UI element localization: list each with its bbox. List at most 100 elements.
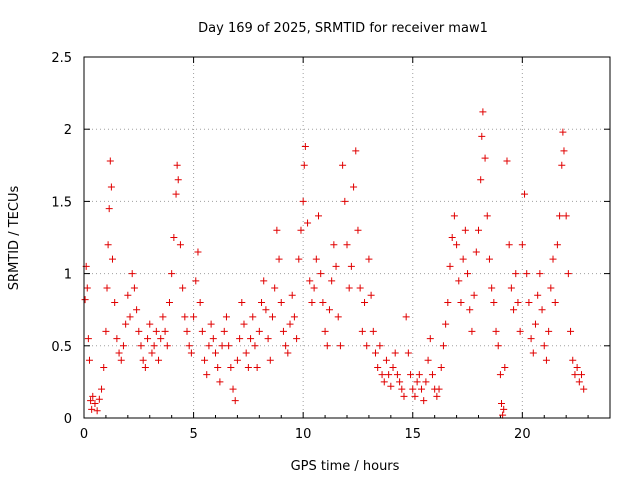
data-point xyxy=(387,382,395,390)
data-point xyxy=(409,385,417,393)
data-point xyxy=(569,356,577,364)
data-point xyxy=(323,342,331,350)
data-point xyxy=(343,241,351,249)
data-point xyxy=(564,270,572,278)
data-point xyxy=(87,397,95,405)
data-point xyxy=(411,392,419,400)
data-point xyxy=(571,371,579,379)
data-point xyxy=(173,161,181,169)
data-point xyxy=(157,335,165,343)
data-point xyxy=(262,306,270,314)
data-point xyxy=(247,335,255,343)
data-point xyxy=(413,378,421,386)
data-point xyxy=(260,277,268,285)
data-point xyxy=(275,255,283,263)
data-point xyxy=(380,378,388,386)
y-tick-label: 0.5 xyxy=(51,340,72,355)
data-point xyxy=(510,306,518,314)
data-point xyxy=(534,291,542,299)
data-point xyxy=(501,363,509,371)
data-point xyxy=(358,327,366,335)
data-point xyxy=(102,327,110,335)
data-point xyxy=(222,313,230,321)
y-tick-label: 0 xyxy=(64,412,72,427)
data-point xyxy=(190,313,198,321)
data-point xyxy=(472,248,480,256)
data-point xyxy=(485,255,493,263)
data-point xyxy=(540,342,548,350)
data-point xyxy=(286,320,294,328)
data-point xyxy=(459,255,467,263)
data-point xyxy=(580,385,588,393)
data-point xyxy=(104,241,112,249)
data-point xyxy=(328,277,336,285)
data-point xyxy=(448,234,456,241)
data-point xyxy=(354,226,362,234)
y-tick-label: 2 xyxy=(64,123,72,138)
data-point xyxy=(418,385,426,393)
x-axis-label: GPS time / hours xyxy=(291,459,400,474)
data-point xyxy=(361,298,369,306)
data-point xyxy=(503,157,511,165)
y-tick-label: 1.5 xyxy=(51,195,72,210)
data-point xyxy=(455,277,463,285)
data-point xyxy=(336,342,344,350)
data-point xyxy=(91,400,99,408)
data-point xyxy=(371,349,379,357)
data-point xyxy=(194,248,202,256)
data-point xyxy=(464,270,472,278)
data-point xyxy=(165,298,173,306)
data-point xyxy=(107,183,115,191)
data-point xyxy=(317,270,325,278)
data-point xyxy=(310,284,318,292)
data-point xyxy=(89,392,97,400)
data-point xyxy=(144,335,152,343)
data-point xyxy=(108,255,116,263)
data-point xyxy=(382,356,390,364)
data-point xyxy=(300,161,308,169)
data-point xyxy=(139,356,147,364)
plot-frame xyxy=(83,56,611,419)
data-point xyxy=(479,108,487,116)
data-point xyxy=(207,320,215,328)
data-point xyxy=(428,371,436,379)
data-point xyxy=(297,226,305,234)
data-point xyxy=(468,327,476,335)
data-point xyxy=(478,132,486,140)
data-point xyxy=(282,342,290,350)
data-point xyxy=(488,284,496,292)
data-point xyxy=(148,349,156,357)
data-point xyxy=(229,385,237,393)
data-point xyxy=(356,284,364,292)
data-point xyxy=(277,298,285,306)
data-point xyxy=(183,327,191,335)
data-point xyxy=(407,371,415,379)
data-point xyxy=(124,291,132,299)
data-point xyxy=(155,356,163,364)
data-point xyxy=(457,298,465,306)
data-point xyxy=(279,327,287,335)
data-point xyxy=(146,320,154,328)
data-point xyxy=(268,313,276,321)
chart-title: Day 169 of 2025, SRMTID for receiver maw… xyxy=(198,21,488,36)
data-point xyxy=(85,356,93,364)
data-point xyxy=(466,306,474,314)
data-point xyxy=(500,405,508,413)
data-point xyxy=(553,241,561,249)
data-point xyxy=(249,313,257,321)
data-point xyxy=(341,197,349,205)
data-point xyxy=(103,284,111,292)
data-point xyxy=(225,342,233,350)
data-point xyxy=(422,378,430,386)
data-point xyxy=(525,298,533,306)
data-point xyxy=(244,363,252,371)
data-point xyxy=(426,335,434,343)
data-point xyxy=(301,143,309,151)
data-point xyxy=(174,176,182,184)
data-point xyxy=(507,284,515,292)
x-tick-label: 10 xyxy=(295,427,312,442)
data-point xyxy=(205,342,213,350)
data-point xyxy=(521,190,529,198)
data-point xyxy=(470,291,478,299)
data-point xyxy=(181,313,189,321)
